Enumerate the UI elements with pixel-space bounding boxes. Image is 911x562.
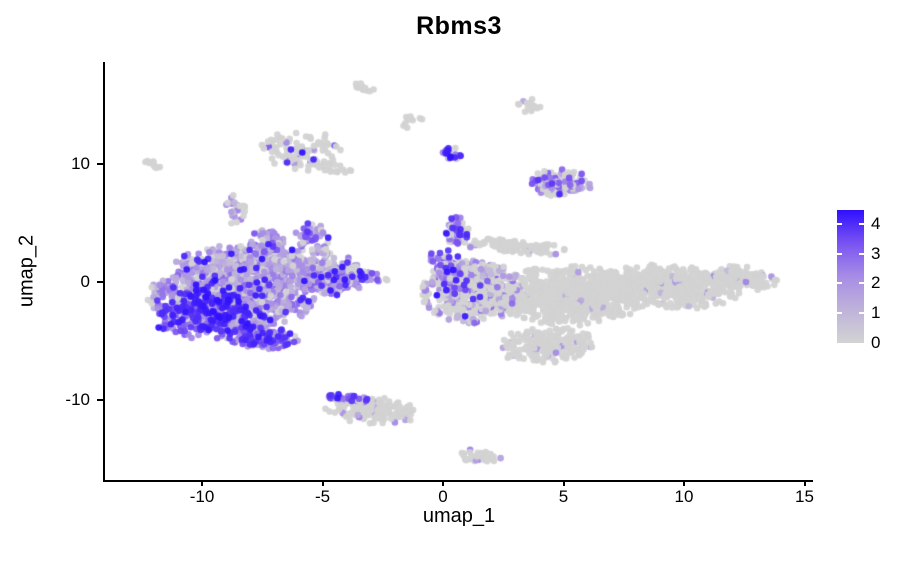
x-tick-mark: [803, 480, 806, 486]
y-tick-label: 10: [71, 154, 90, 173]
expression-legend: 0 1 2 3 4: [830, 200, 911, 360]
x-tick-label: 0: [438, 487, 448, 506]
plot-title: Rbms3: [416, 12, 502, 40]
y-axis-title: umap_2: [15, 234, 38, 308]
x-tick-mark: [562, 480, 565, 486]
y-tick-mark: [97, 281, 103, 283]
legend-tick-mark: [859, 312, 864, 315]
x-tick-label: -10: [189, 487, 215, 506]
x-tick-label: 5: [558, 487, 569, 506]
legend-tick-label: 1: [871, 303, 881, 323]
legend-tick-mark: [837, 222, 842, 225]
legend-tick-label: 2: [871, 273, 881, 293]
x-tick-mark: [442, 480, 444, 486]
legend-tick-mark: [859, 282, 864, 285]
umap-scatter-canvas: [105, 62, 813, 480]
y-tick-mark: [97, 399, 103, 401]
legend-tick-mark: [859, 252, 864, 255]
y-tick-label: -10: [65, 390, 90, 409]
y-tick-mark: [97, 163, 103, 165]
legend-tick-mark: [837, 312, 842, 315]
legend-tick-label: 3: [871, 243, 881, 263]
legend-tick-mark: [859, 222, 864, 225]
x-tick-mark: [321, 480, 324, 486]
legend-tick-mark: [837, 252, 842, 255]
x-axis-title: umap_1: [422, 505, 496, 527]
legend-tick-mark: [837, 282, 842, 285]
plot-panel: [103, 62, 813, 482]
x-tick-label: 10: [674, 487, 694, 506]
x-tick-label: 15: [795, 487, 814, 506]
legend-tick-label: 4: [871, 213, 881, 233]
y-tick-label: 0: [80, 272, 90, 291]
legend-colorbar: [837, 210, 864, 343]
x-tick-mark: [201, 480, 203, 486]
legend-tick-label: 0: [871, 333, 881, 352]
x-tick-mark: [683, 480, 685, 486]
x-tick-label: -5: [314, 487, 331, 506]
